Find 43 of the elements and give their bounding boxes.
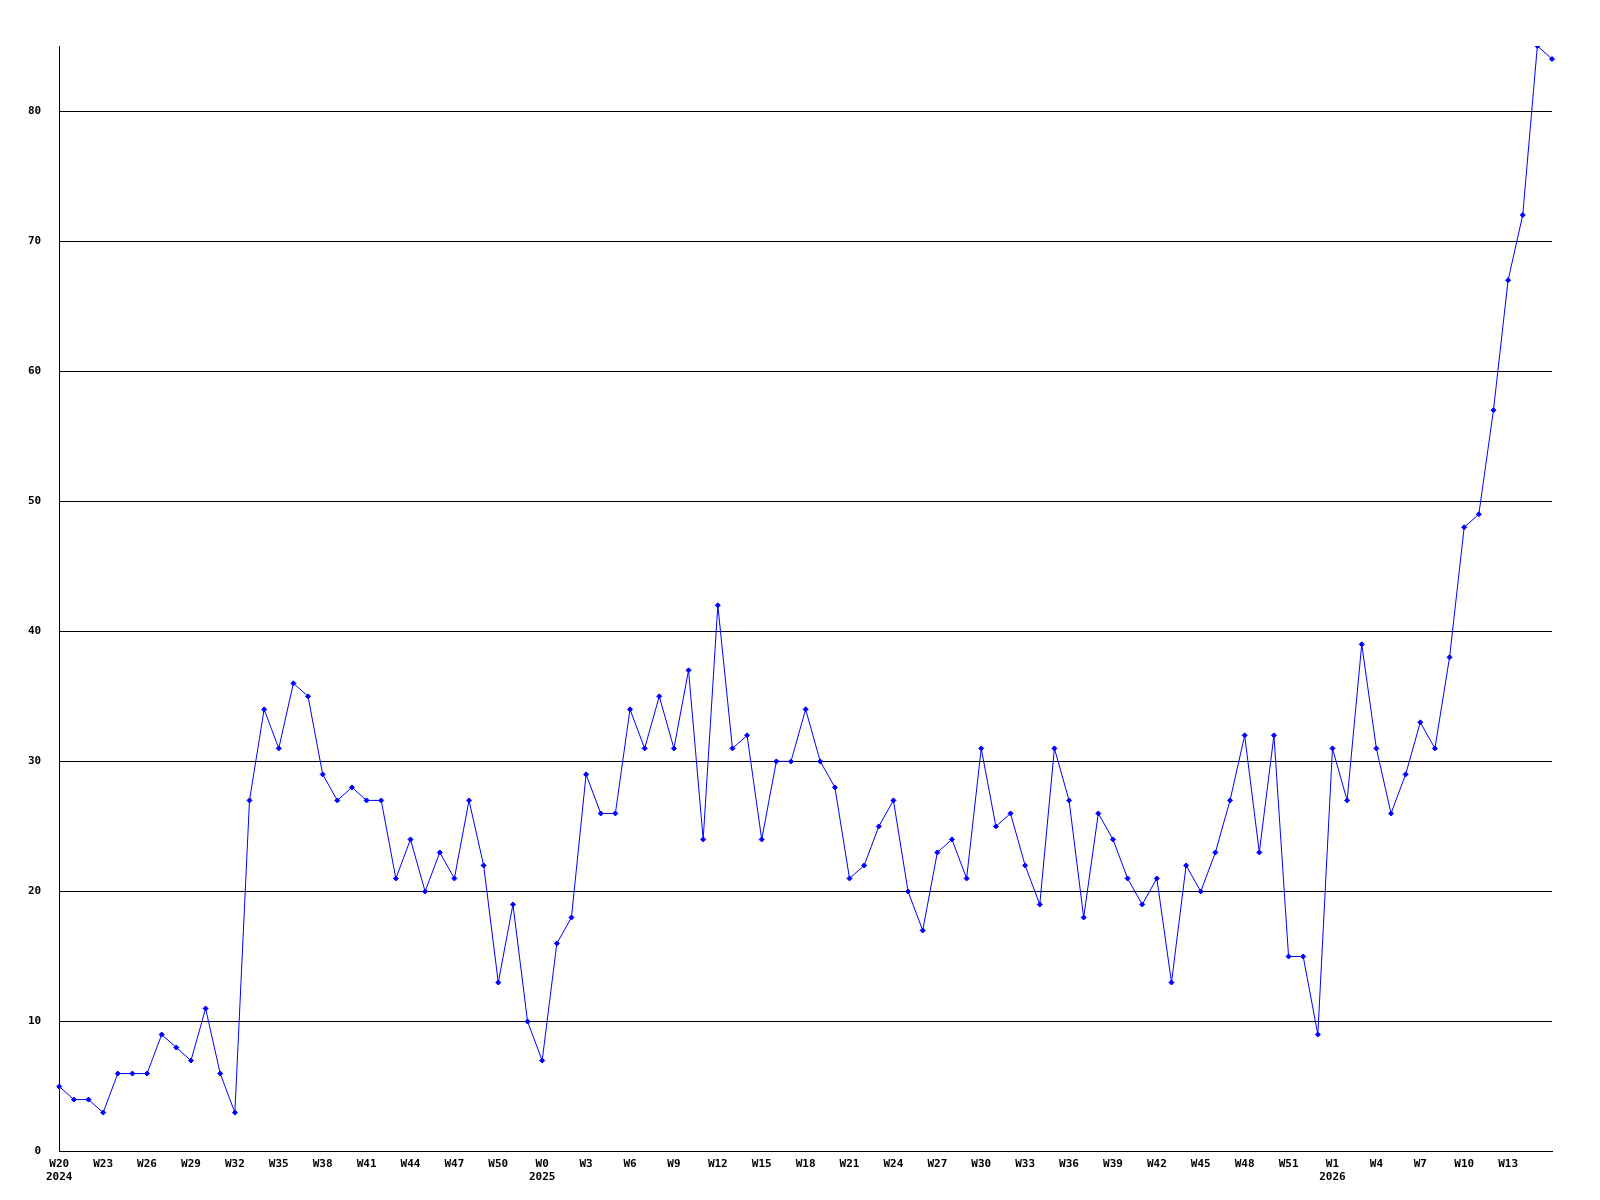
y-tick-label: 80 xyxy=(28,103,42,117)
x-tick-label: W7 xyxy=(1413,1157,1427,1171)
y-tick-label: 0 xyxy=(34,1144,42,1158)
x-tick-label: W48 xyxy=(1234,1157,1255,1171)
x-tick-label: W35 xyxy=(268,1157,289,1171)
y-tick-label: 60 xyxy=(28,364,42,378)
x-tick-label: W42 xyxy=(1146,1157,1167,1171)
x-tick-label: W30 xyxy=(971,1157,992,1171)
x-tick-label: W4 xyxy=(1369,1157,1384,1171)
x-tick-label: W36 xyxy=(1059,1157,1080,1171)
x-tick-label: W29 xyxy=(181,1157,201,1171)
x-tick-label: W45 xyxy=(1190,1157,1211,1171)
x-tick-label: W13 xyxy=(1498,1157,1519,1171)
x-tick-label: W3 xyxy=(579,1157,593,1171)
x-tick-label: W27 xyxy=(927,1157,948,1171)
x-tick-label: W20 2024 xyxy=(46,1157,73,1184)
x-tick-label: W12 xyxy=(707,1157,728,1171)
x-tick-label: W38 xyxy=(312,1157,333,1171)
y-tick-label: 20 xyxy=(28,884,42,898)
x-tick-label: W0 2025 xyxy=(528,1157,556,1184)
x-tick-label: W15 xyxy=(751,1157,772,1171)
x-tick-label: W51 xyxy=(1278,1157,1299,1171)
x-tick-label: W1 2026 xyxy=(1319,1157,1347,1184)
x-tick-label: W24 xyxy=(883,1157,904,1171)
x-tick-label: W21 xyxy=(839,1157,860,1171)
x-tick-label: W32 xyxy=(224,1157,245,1171)
x-tick-label: W41 xyxy=(356,1157,377,1171)
x-tick-label: W6 xyxy=(623,1157,637,1171)
y-tick-label: 40 xyxy=(28,624,42,638)
x-tick-label: W33 xyxy=(1015,1157,1036,1171)
y-tick-label: 50 xyxy=(28,494,42,508)
x-tick-label: W50 xyxy=(488,1157,509,1171)
x-tick-label: W26 xyxy=(137,1157,158,1171)
y-tick-label: 30 xyxy=(28,754,42,768)
y-tick-label: 10 xyxy=(28,1014,42,1028)
y-tick-label: 70 xyxy=(28,233,42,247)
x-tick-label: W9 xyxy=(667,1157,681,1171)
x-tick-label: W47 xyxy=(444,1157,465,1171)
x-tick-label: W18 xyxy=(795,1157,816,1171)
x-tick-label: W39 xyxy=(1103,1157,1123,1171)
x-tick-label: W10 xyxy=(1454,1157,1475,1171)
x-tick-label: W44 xyxy=(400,1157,421,1171)
x-tick-label: W23 xyxy=(93,1157,114,1171)
